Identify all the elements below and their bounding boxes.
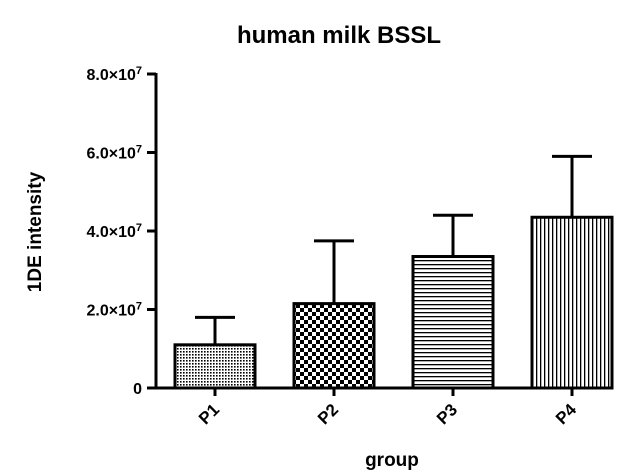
y-tick-label: 6.0×107 (86, 144, 142, 163)
chart-title: human milk BSSL (237, 22, 441, 49)
y-tick-label: 4.0×107 (86, 222, 142, 241)
y-tick-label: 2.0×107 (86, 301, 142, 320)
bar-p1 (173, 343, 257, 390)
x-tick-label-p2: P2 (314, 400, 342, 428)
y-tick-label: 8.0×107 (86, 65, 142, 84)
x-ticks-layer: P1 P2 P3 P4 (195, 388, 581, 428)
y-axis-label: 1DE intensity (25, 171, 46, 292)
error-bars-layer (195, 154, 592, 345)
y-tick-label: 0 (133, 381, 142, 398)
y-ticks-layer: 0 2.0×107 4.0×107 6.0×107 8.0×107 (86, 65, 156, 398)
bars-layer (173, 215, 614, 390)
x-tick-label-p1: P1 (195, 400, 223, 428)
x-tick-label-p3: P3 (433, 400, 461, 428)
bar-p4 (530, 215, 614, 390)
bar-p3 (411, 255, 495, 390)
x-tick-label-p4: P4 (552, 400, 581, 429)
bar-p2 (292, 302, 376, 390)
x-axis-label: group (365, 450, 419, 471)
